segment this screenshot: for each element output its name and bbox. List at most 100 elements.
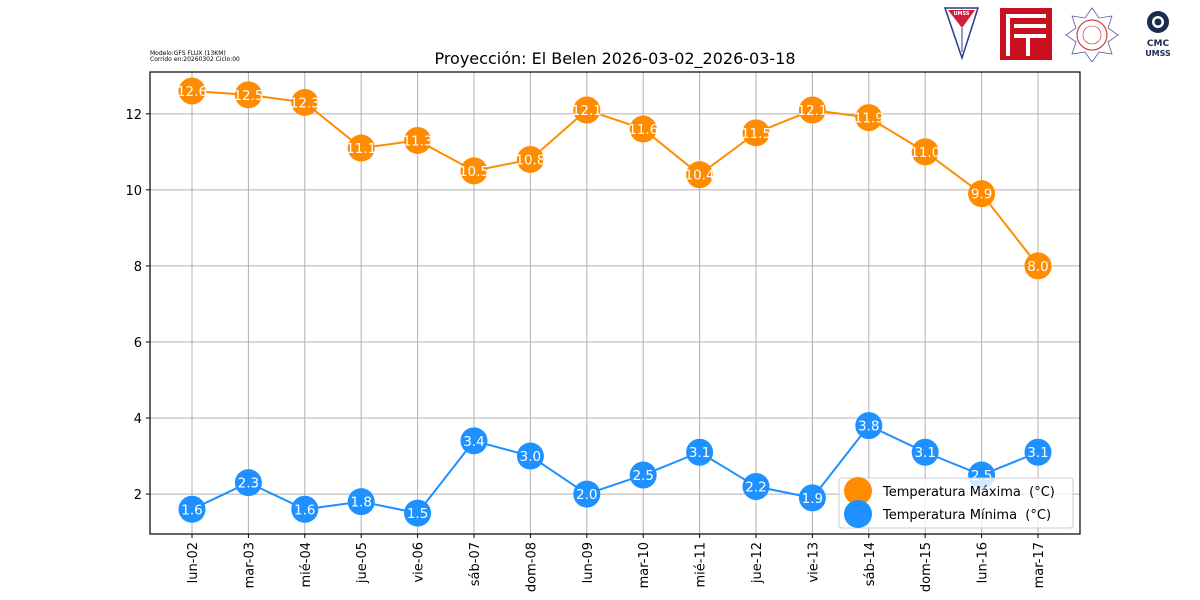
data-point (460, 427, 488, 455)
series-line (191, 424, 1039, 515)
x-tick-label: mié-04 (299, 542, 314, 588)
data-label: 10.8 (515, 152, 545, 168)
data-label: 1.9 (802, 491, 823, 507)
legend-label-min: Temperatura Mínima (°C) (882, 508, 1051, 523)
x-tick-label: lun-16 (976, 542, 991, 583)
data-label: 2.3 (238, 476, 259, 492)
cmc-umss-logo: CMC UMSS (1145, 11, 1171, 58)
series-max: 12.6 12.5 12.3 11.1 11.3 10.5 10.8 12.1 11.6 10.4… (177, 77, 1052, 280)
institution-logos: UMSS CMC UMSS (943, 7, 1171, 62)
y-tick-label: 12 (125, 108, 142, 123)
data-point (855, 104, 883, 132)
data-point (460, 157, 488, 185)
data-point (629, 115, 657, 143)
x-tick-label: lun-09 (581, 542, 596, 583)
x-tick-label: mar-03 (242, 542, 257, 588)
umss-shield-logo: UMSS (943, 7, 980, 61)
data-label: 3.4 (463, 434, 484, 450)
y-tick-label: 2 (134, 488, 142, 503)
x-tick-label: vie-06 (412, 542, 427, 583)
x-tick-label: mié-11 (694, 542, 709, 588)
data-point (347, 134, 375, 162)
data-point (968, 180, 996, 208)
data-point (911, 438, 939, 466)
x-tick-label: vie-13 (806, 542, 821, 583)
data-label: 12.1 (572, 103, 602, 119)
data-label: 11.6 (628, 122, 658, 138)
run-info: Corrido en:20260302 Ciclo:00 (150, 56, 240, 63)
data-label: 3.8 (858, 419, 879, 435)
data-point (629, 461, 657, 489)
y-tick-label: 10 (125, 184, 142, 199)
grid (150, 72, 1080, 534)
data-label: 3.1 (1027, 445, 1048, 461)
data-label: 2.5 (632, 468, 653, 484)
data-label: 11.3 (403, 133, 433, 149)
data-label: 11.1 (346, 141, 376, 157)
data-point (404, 126, 432, 154)
legend-label-max: Temperatura Máxima (°C) (882, 485, 1055, 500)
x-tick-label: mar-10 (637, 542, 652, 588)
data-point (742, 472, 770, 500)
y-axis: 2 4 6 8 10 12 (125, 108, 150, 503)
series-layer: 12.6 12.5 12.3 11.1 11.3 10.5 10.8 12.1 11.6 10.4… (177, 77, 1052, 527)
data-label: 1.8 (350, 495, 371, 511)
data-label: 12.6 (177, 84, 207, 100)
data-point (178, 495, 206, 523)
data-label: 2.2 (745, 479, 766, 495)
x-tick-label: jue-05 (355, 542, 370, 584)
data-point (573, 480, 601, 508)
data-point (291, 88, 319, 116)
data-label: 1.6 (294, 502, 315, 518)
x-tick-label: sáb-14 (863, 542, 878, 586)
x-tick-label: sáb-07 (468, 542, 483, 586)
legend-marker-max (844, 477, 872, 505)
x-tick-label: dom-08 (524, 542, 539, 592)
legend-marker-min (844, 500, 872, 528)
data-point (234, 469, 262, 497)
x-tick-label: lun-02 (186, 542, 201, 583)
data-label: 3.1 (689, 445, 710, 461)
data-label: 12.3 (290, 95, 320, 111)
y-tick-label: 6 (134, 336, 142, 351)
data-point (1024, 438, 1052, 466)
model-info: Modelo:GFS FLUX (13KM) Corrido en:202603… (150, 51, 240, 63)
data-label: 8.0 (1027, 259, 1048, 275)
data-point (911, 138, 939, 166)
x-tick-label: dom-15 (919, 542, 934, 592)
model-name: Modelo:GFS FLUX (13KM) (150, 50, 226, 57)
data-label: 11.5 (741, 126, 771, 142)
y-tick-label: 4 (134, 412, 142, 427)
data-label: 11.9 (854, 111, 884, 127)
data-point (516, 145, 544, 173)
x-axis: lun-02 mar-03 mié-04 jue-05 vie-06 sáb-07 dom-… (186, 534, 1047, 592)
data-label: 12.5 (233, 88, 263, 104)
data-point (742, 119, 770, 147)
data-point (573, 96, 601, 124)
data-label: 10.4 (685, 168, 715, 184)
data-point (291, 495, 319, 523)
data-point (347, 488, 375, 516)
data-point (234, 81, 262, 109)
data-label: 12.1 (797, 103, 827, 119)
data-label: 3.0 (520, 449, 541, 465)
chart-title: Proyección: El Belen 2026-03-02_2026-03-… (434, 49, 795, 69)
y-tick-label: 8 (134, 260, 142, 275)
cmc-logo-text: CMC (1147, 39, 1170, 49)
cmc-umss-logo-text: UMSS (1145, 49, 1171, 58)
fcyt-logo (1000, 8, 1052, 60)
x-tick-label: jue-12 (750, 542, 765, 584)
data-point (686, 161, 714, 189)
data-point (798, 96, 826, 124)
data-label: 3.1 (914, 445, 935, 461)
data-point (516, 442, 544, 470)
umss-logo-text: UMSS (953, 11, 969, 17)
legend: Temperatura Máxima (°C) Temperatura Míni… (838, 477, 1074, 529)
series-line (191, 90, 1039, 267)
seal-logo (1065, 7, 1119, 62)
data-point (798, 484, 826, 512)
data-label: 9.9 (971, 187, 992, 203)
data-label: 10.5 (459, 164, 489, 180)
data-point (1024, 252, 1052, 280)
